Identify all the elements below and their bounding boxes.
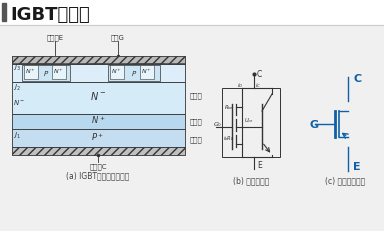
- Bar: [12, 83, 185, 115]
- Text: 栅极G: 栅极G: [111, 34, 125, 40]
- Bar: [90, 57, 104, 64]
- Text: $R_{be}$: $R_{be}$: [224, 103, 234, 111]
- Text: P: P: [44, 71, 48, 77]
- Text: $N^+$: $N^+$: [91, 114, 105, 125]
- Bar: [0, 26, 384, 231]
- Bar: [24, 66, 38, 80]
- Bar: [2, 4, 6, 22]
- Bar: [140, 66, 154, 80]
- Text: $J_1$: $J_1$: [13, 131, 21, 141]
- Bar: [12, 57, 185, 65]
- Text: C: C: [353, 74, 361, 84]
- Bar: [12, 65, 185, 83]
- Bar: [108, 66, 160, 82]
- Text: 漂移区: 漂移区: [190, 92, 203, 99]
- Text: 发射极E: 发射极E: [46, 34, 64, 40]
- Text: $U_{ce}$: $U_{ce}$: [244, 116, 254, 124]
- Bar: [0, 0, 384, 26]
- Bar: [12, 57, 185, 64]
- Bar: [12, 129, 185, 147]
- Text: IGBT原理图: IGBT原理图: [10, 6, 90, 24]
- Text: $N^+$: $N^+$: [53, 67, 65, 76]
- Bar: [12, 147, 185, 155]
- Text: E: E: [353, 161, 361, 171]
- Text: $i_D$: $i_D$: [237, 81, 243, 89]
- Bar: [222, 89, 280, 157]
- Text: $i_b R_b$: $i_b R_b$: [223, 134, 235, 142]
- Text: P: P: [132, 71, 136, 77]
- Bar: [110, 66, 124, 80]
- Text: 注入区: 注入区: [190, 136, 203, 143]
- Text: $N^+$: $N^+$: [141, 67, 152, 76]
- Text: $G_0$: $G_0$: [213, 119, 222, 128]
- Text: $N^-$: $N^-$: [13, 97, 25, 106]
- Text: $N^+$: $N^+$: [111, 67, 122, 76]
- Text: (b) 等效电路图: (b) 等效电路图: [233, 175, 269, 184]
- Text: (a) IGBT内部结构截面图: (a) IGBT内部结构截面图: [66, 170, 130, 179]
- Bar: [22, 66, 70, 82]
- Text: $J_3$: $J_3$: [13, 63, 21, 73]
- Text: $N^+$: $N^+$: [25, 67, 36, 76]
- Bar: [132, 57, 164, 64]
- Text: C: C: [257, 70, 262, 79]
- Text: $J_2$: $J_2$: [13, 83, 21, 93]
- Text: 集电极C: 集电极C: [89, 162, 107, 169]
- Text: $i_C$: $i_C$: [255, 81, 261, 89]
- Bar: [52, 66, 66, 80]
- Text: E: E: [257, 160, 262, 169]
- Text: G: G: [309, 119, 318, 129]
- Bar: [12, 115, 185, 129]
- Text: 缓冲区: 缓冲区: [190, 118, 203, 125]
- Bar: [18, 57, 50, 64]
- Text: $P^+$: $P^+$: [91, 131, 105, 142]
- Text: (c) 电气图形符号: (c) 电气图形符号: [325, 175, 365, 184]
- Text: $N^-$: $N^-$: [90, 90, 106, 102]
